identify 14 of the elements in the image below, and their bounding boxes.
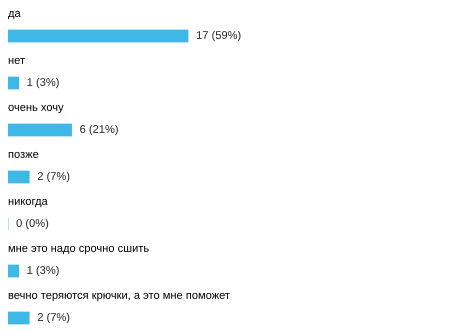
data-label: 1 (3%) bbox=[28, 78, 59, 88]
data-label: 0 (0%) bbox=[16, 218, 48, 230]
y-tick-label: да bbox=[8, 10, 21, 20]
y-tick-label: нет bbox=[8, 58, 25, 64]
data-label: 17 (59%) bbox=[196, 30, 240, 42]
data-label: 6 (21%) bbox=[80, 124, 118, 136]
y-tick-label: мне это надо срочно сшить bbox=[8, 246, 149, 254]
y-tick-label: вечно теряются крючки, а это мне поможет bbox=[8, 292, 230, 302]
data-label: 2 (7%) bbox=[38, 172, 70, 182]
data-label: 1 (3%) bbox=[28, 266, 59, 276]
y-tick-label: очень хочу bbox=[8, 104, 64, 114]
y-tick-label: позже bbox=[8, 152, 38, 158]
data-label: 2 (7%) bbox=[38, 312, 70, 324]
y-tick-label: никогда bbox=[8, 198, 48, 208]
